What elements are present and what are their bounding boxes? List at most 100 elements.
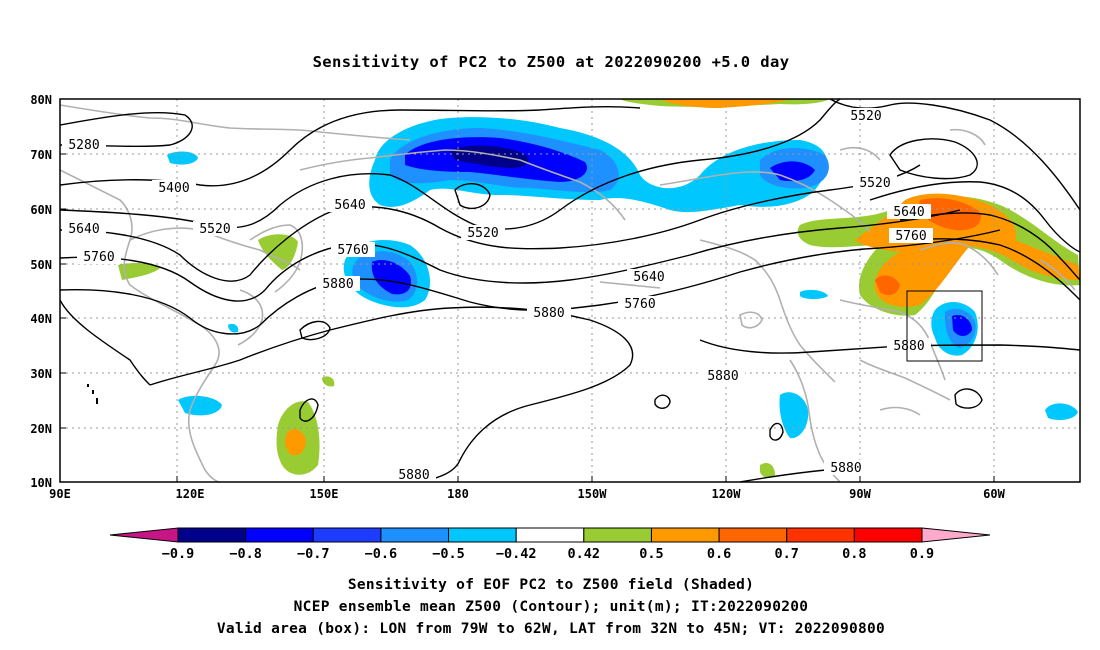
contour-label: 5880 (316, 276, 360, 292)
svg-text:5880: 5880 (893, 339, 924, 354)
colorbar-tick-label: −0.42 (496, 546, 537, 562)
shade-green-japan (258, 234, 298, 270)
svg-text:5520: 5520 (850, 109, 881, 124)
svg-text:5520: 5520 (199, 222, 230, 237)
shade-green-mex (760, 463, 775, 478)
x-tick-label: 150E (310, 487, 339, 501)
y-tick-label: 10N (30, 476, 52, 490)
shade-green-west (118, 263, 160, 280)
contour-label: 5880 (392, 467, 436, 483)
shade-orange-arctic (660, 99, 790, 108)
svg-text:5640: 5640 (633, 270, 664, 285)
contour-label: 5280 (62, 137, 106, 153)
sensitivity-shading (118, 99, 1080, 478)
svg-text:5880: 5880 (322, 277, 353, 292)
footer-line-2: NCEP ensemble mean Z500 (Contour); unit(… (294, 599, 809, 615)
colorbar-swatch (448, 527, 517, 543)
x-tick-label: 120W (712, 487, 742, 501)
svg-text:5880: 5880 (533, 306, 564, 321)
contour-label: 5640 (62, 221, 106, 237)
x-tick-label: 60W (983, 487, 1005, 501)
contour-label: 5640 (328, 197, 372, 213)
colorbar-tick-label: 0.7 (775, 546, 799, 562)
colorbar-swatch (515, 527, 585, 543)
y-tick-label: 80N (30, 93, 52, 107)
shade-cyan-small (167, 151, 198, 165)
contour-label-group: 5280 5400 5520 5640 5760 5880 5640 5520 … (62, 108, 933, 483)
y-tick-label: 20N (30, 422, 52, 436)
z500-contours (60, 99, 1080, 482)
svg-text:5760: 5760 (83, 250, 114, 265)
colorbar-tick-label: −0.9 (162, 546, 195, 562)
contour-label: 5520 (844, 108, 888, 124)
colorbar-tick-label: −0.5 (432, 546, 465, 562)
svg-text:5640: 5640 (893, 205, 924, 220)
svg-text:5520: 5520 (859, 176, 890, 191)
x-tick-label: 150W (578, 487, 608, 501)
shade-cyan-west-pac (178, 395, 222, 416)
colorbar-tick-label: −0.7 (297, 546, 330, 562)
tick-marks (60, 153, 995, 482)
svg-text:5640: 5640 (68, 222, 99, 237)
colorbar-swatch (380, 527, 450, 543)
contour-label: 5880 (824, 460, 868, 476)
colorbar-swatch (583, 527, 652, 543)
colorbar-swatch (853, 527, 923, 543)
colorbar-tick-label: 0.9 (910, 546, 934, 562)
contour-label: 5640 (887, 204, 931, 220)
x-tick-label: 180 (447, 487, 469, 501)
contour-label: 5520 (853, 175, 897, 191)
figure-title: Sensitivity of PC2 to Z500 at 2022090200… (313, 53, 790, 71)
x-tick-label: 90E (49, 487, 71, 501)
contour-label: 5400 (152, 180, 196, 196)
contour-label: 5760 (889, 228, 933, 244)
colorbar-swatch (312, 527, 382, 543)
y-tick-label: 50N (30, 258, 52, 272)
contour-label: 5880 (527, 305, 571, 321)
footer-line-1: Sensitivity of EOF PC2 to Z500 field (Sh… (348, 577, 754, 593)
shade-orange-na (855, 193, 1080, 307)
map-frame (59, 98, 1081, 483)
contour-label: 5520 (193, 221, 237, 237)
colorbar-tick-label: 0.8 (842, 546, 866, 562)
y-tick-label: 70N (30, 148, 52, 162)
footer-line-3: Valid area (box): LON from 79W to 62W, L… (217, 621, 885, 637)
shade-darkorange-na2 (875, 275, 900, 296)
colorbar-tick-label: −0.8 (229, 546, 262, 562)
svg-text:5880: 5880 (830, 461, 861, 476)
colorbar-tick-label: 0.42 (568, 546, 601, 562)
small-islands (87, 384, 98, 404)
colorbar-tick-label: 0.6 (707, 546, 731, 562)
contour-label: 5760 (77, 249, 121, 265)
svg-text:5520: 5520 (467, 226, 498, 241)
x-tick-label: 120E (176, 487, 205, 501)
svg-text:5640: 5640 (334, 198, 365, 213)
shade-cyan-atl2 (800, 289, 828, 299)
contour-label: 5640 (627, 269, 671, 285)
contour-label: 5880 (701, 368, 745, 384)
shade-np-deep (371, 259, 411, 295)
shade-orange-wp (285, 428, 306, 456)
svg-text:5880: 5880 (707, 369, 738, 384)
shade-box-deep (952, 314, 972, 336)
y-axis-labels: 80N 70N 60N 50N 40N 30N 20N 10N (30, 93, 52, 490)
shade-cyan-sml (228, 323, 239, 333)
valid-area-box (906, 290, 983, 362)
colorbar-swatch (786, 527, 855, 543)
shade-cyan-atlantic (1045, 403, 1078, 420)
colorbar-arrow-high (921, 527, 991, 543)
shade-darkorange-na (918, 198, 981, 231)
x-axis-labels: 90E 120E 150E 180 150W 120W 90W 60W (49, 487, 1005, 501)
svg-text:5760: 5760 (624, 297, 655, 312)
x-tick-label: 90W (849, 487, 871, 501)
colorbar: −0.9 −0.8 −0.7 −0.6 −0.5 −0.42 0.42 0.5 0.6 0.7 0.… (109, 527, 991, 562)
colorbar-swatch (718, 527, 788, 543)
contour-label: 5760 (331, 242, 375, 258)
colorbar-tick-label: 0.5 (639, 546, 663, 562)
colorbar-swatch (650, 527, 720, 543)
coastlines (60, 104, 1076, 482)
svg-text:5880: 5880 (398, 468, 429, 483)
svg-text:5760: 5760 (895, 229, 926, 244)
svg-text:5400: 5400 (158, 181, 189, 196)
